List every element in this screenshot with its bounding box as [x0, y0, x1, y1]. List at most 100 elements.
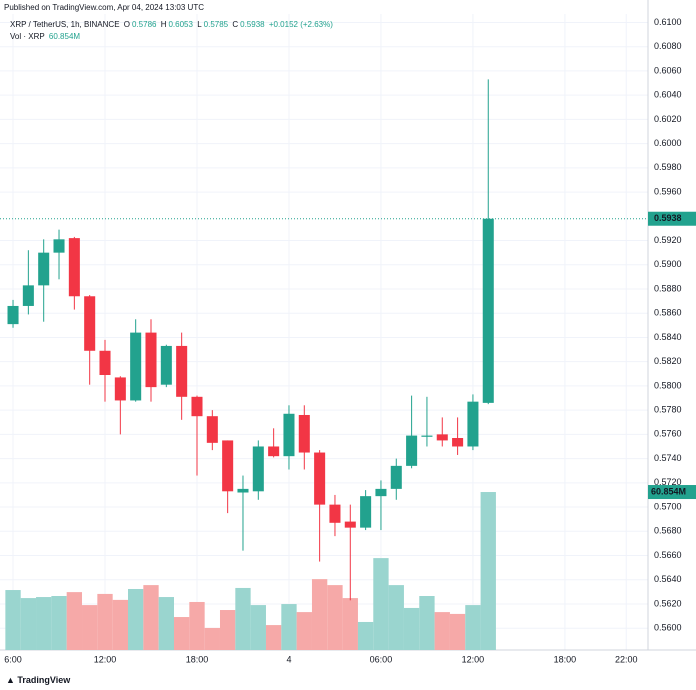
volume-bar — [158, 597, 174, 650]
x-tick-label: 6:00 — [4, 654, 22, 664]
candle-body — [99, 350, 111, 376]
y-tick-label: 0.6060 — [654, 65, 682, 75]
x-tick-label: 06:00 — [370, 654, 393, 664]
y-tick-label: 0.5640 — [654, 574, 682, 584]
volume-bar — [419, 596, 435, 650]
volume-bar — [250, 605, 266, 650]
volume-bar — [281, 604, 297, 650]
candle-body — [68, 238, 80, 297]
symbol: XRP / TetherUS, 1h, BINANCE — [10, 20, 120, 29]
volume-bar — [51, 596, 67, 650]
y-tick-label: 0.5760 — [654, 429, 682, 439]
candle-body — [390, 465, 402, 489]
y-tick-label: 0.6080 — [654, 41, 682, 51]
candle-body — [314, 452, 326, 505]
last-price-box — [648, 211, 696, 226]
candle-body — [160, 345, 172, 385]
y-tick-label: 0.6100 — [654, 17, 682, 27]
candle-body — [482, 218, 494, 403]
y-tick-label: 0.5680 — [654, 526, 682, 536]
candle-body — [145, 332, 157, 388]
candle-body — [206, 416, 218, 443]
volume-bar — [5, 590, 21, 650]
volume-bar — [235, 587, 251, 650]
candle-body — [22, 285, 34, 306]
volume-bar — [97, 593, 113, 650]
close-value: 0.5938 — [240, 20, 265, 29]
published: Published on TradingView.com, Apr 04, 20… — [4, 3, 204, 12]
candle-body — [222, 440, 234, 492]
high-value: 0.6053 — [168, 20, 193, 29]
y-tick-label: 0.5980 — [654, 162, 682, 172]
candle-body — [406, 435, 418, 466]
volume-label-box — [648, 485, 696, 500]
y-tick-label: 0.5780 — [654, 405, 682, 415]
candle-body — [84, 296, 96, 351]
volume-bar — [388, 585, 404, 650]
y-tick-label: 0.5840 — [654, 332, 682, 342]
candle-body — [114, 377, 126, 401]
y-tick-label: 0.6020 — [654, 114, 682, 124]
y-tick-label: 0.5820 — [654, 356, 682, 366]
x-tick-label: 4 — [286, 654, 291, 664]
volume-bar — [311, 579, 328, 650]
y-tick-label: 0.5880 — [654, 283, 682, 293]
y-tick-label: 0.5660 — [654, 550, 682, 560]
candle-body — [452, 438, 464, 447]
candle-body — [176, 345, 188, 397]
volume-header: Vol · XRP 60.854M — [10, 32, 82, 41]
volume-bar — [373, 558, 389, 650]
volume-bar — [20, 598, 37, 650]
volume-label: 60.854M — [651, 486, 686, 496]
o-label: O — [123, 20, 130, 29]
candle-body — [191, 396, 203, 417]
candle-body — [375, 488, 387, 497]
volume-bar — [173, 617, 190, 650]
volume-bar — [342, 598, 358, 650]
h-label: H — [160, 20, 167, 29]
volume-bar — [82, 605, 98, 650]
x-tick-label: 22:00 — [615, 654, 638, 664]
candle-body — [344, 521, 356, 528]
candle-body — [237, 488, 249, 493]
candle-body — [252, 446, 264, 492]
volume-bar — [143, 585, 159, 650]
y-tick-label: 0.5600 — [654, 623, 682, 633]
y-tick-label: 0.6000 — [654, 138, 682, 148]
y-tick-label: 0.5620 — [654, 598, 682, 608]
legend-header: XRP / TetherUS, 1h, BINANCE O 0.5786 H 0.6… — [10, 20, 335, 29]
candle-body — [467, 401, 479, 447]
l-label: L — [197, 20, 202, 29]
brand-name: TradingView — [17, 675, 71, 685]
volume-bar — [449, 613, 466, 650]
candle-body — [53, 239, 65, 253]
x-tick-label: 12:00 — [462, 654, 485, 664]
volume-bar — [465, 605, 481, 650]
y-tick-label: 0.5920 — [654, 235, 682, 245]
y-tick-label: 0.6040 — [654, 90, 682, 100]
volume-bar — [219, 610, 236, 650]
y-tick-label: 0.5720 — [654, 477, 682, 487]
brand: ▲ TradingView — [6, 675, 71, 685]
candle-body — [268, 446, 280, 457]
y-tick-label: 0.5800 — [654, 380, 682, 390]
open-value: 0.5786 — [132, 20, 157, 29]
y-tick-label: 0.5740 — [654, 453, 682, 463]
y-tick-label: 0.5960 — [654, 186, 682, 196]
candle-body — [436, 434, 448, 441]
x-tick-label: 18:00 — [186, 654, 209, 664]
change: +0.0152 (+2.63%) — [268, 20, 333, 29]
y-tick-label: 0.5860 — [654, 308, 682, 318]
volume-bar — [480, 492, 496, 650]
volume-bar — [403, 607, 420, 650]
volume-bar — [128, 588, 144, 650]
volume-bar — [189, 601, 205, 650]
volume-bar — [112, 599, 129, 650]
candle-body — [298, 414, 310, 453]
candle-body — [360, 496, 372, 528]
volume-bar — [357, 621, 374, 650]
low-value: 0.5785 — [203, 20, 229, 29]
last-price-label: 0.5938 — [654, 213, 682, 223]
